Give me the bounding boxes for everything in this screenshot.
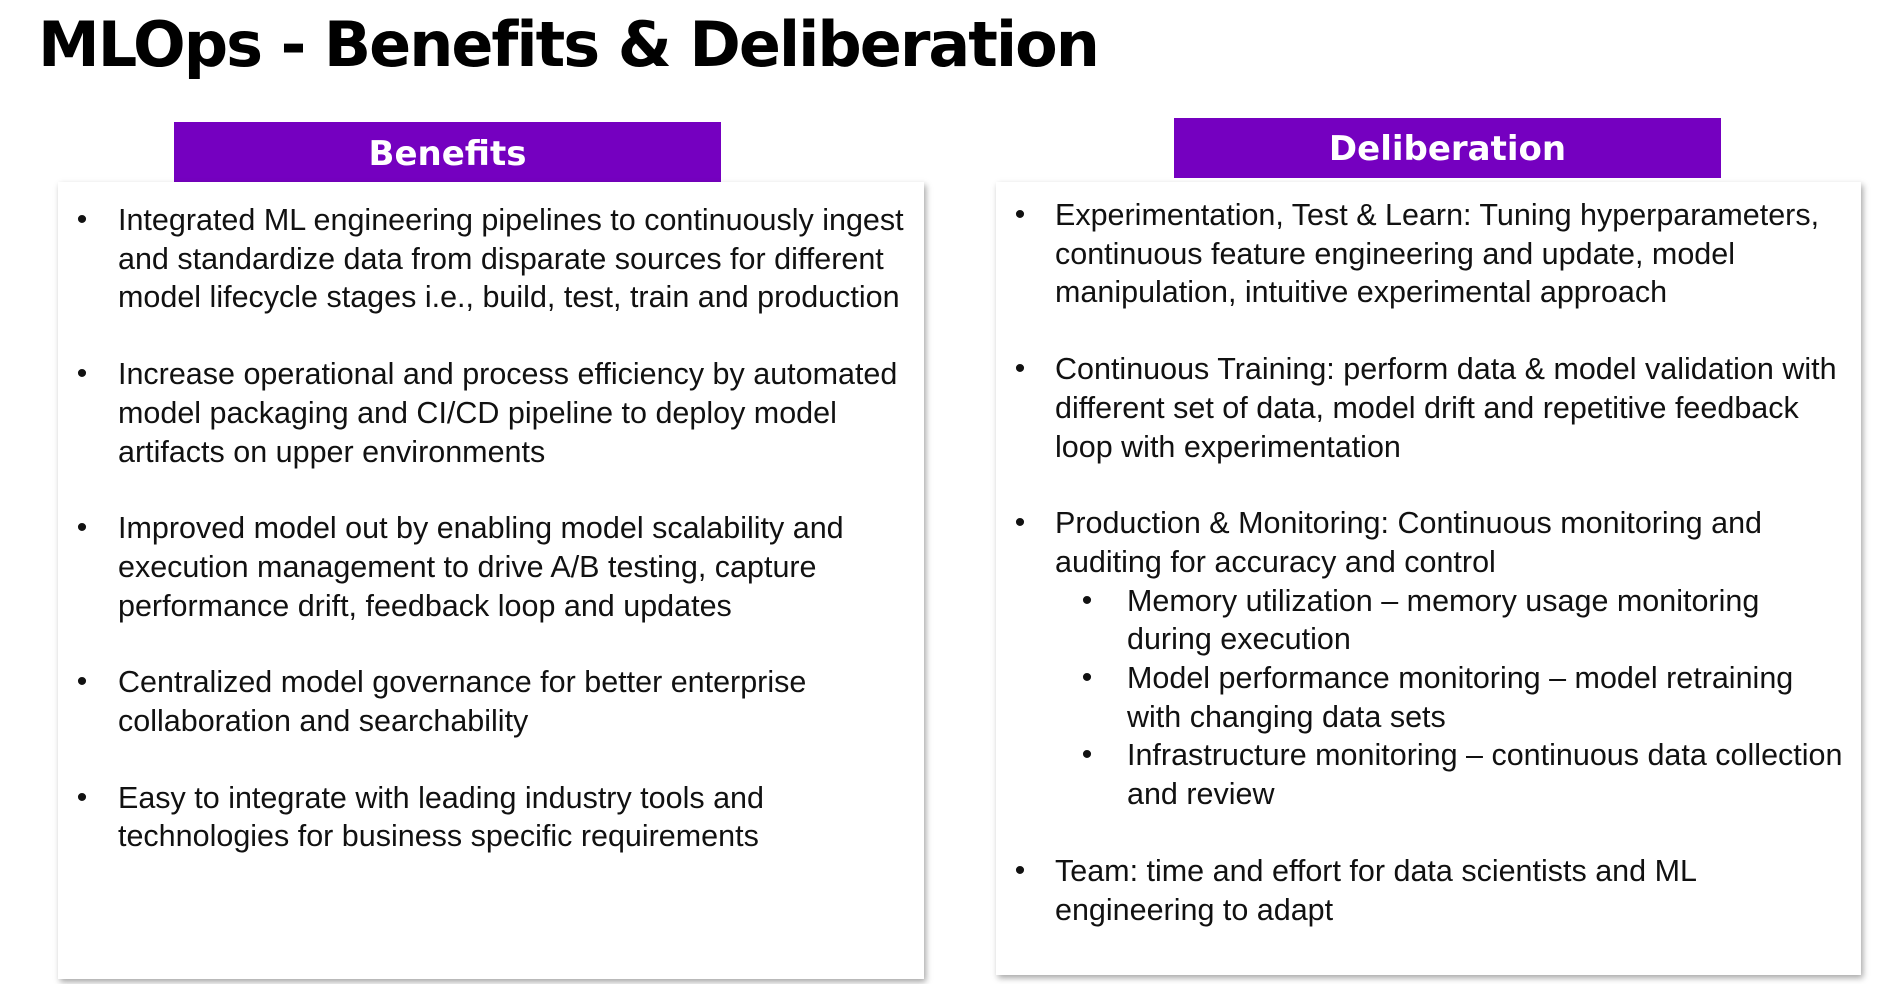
bullet-icon: • — [76, 665, 88, 699]
benefit-item: • Easy to integrate with leading industry… — [58, 779, 924, 856]
bullet-icon: • — [76, 780, 88, 814]
benefit-item: • Increase operational and process effici… — [58, 355, 924, 471]
benefit-item: • Integrated ML engineering pipelines to … — [58, 201, 924, 317]
deliberation-header: Deliberation — [1174, 118, 1721, 178]
deliberation-item: • Experimentation, Test & Learn: Tuning h… — [996, 196, 1861, 312]
bullet-icon: • — [76, 203, 88, 236]
deliberation-item: • Production & Monitoring: Continuous mon… — [996, 504, 1861, 814]
bullet-icon: • — [1014, 506, 1026, 540]
benefit-text: Easy to integrate with leading industry … — [118, 780, 764, 854]
sub-bullet-icon: • — [1081, 583, 1093, 617]
monitoring-subitem: • Model performance monitoring – model re… — [1055, 659, 1847, 736]
deliberation-text: Experimentation, Test & Learn: Tuning hy… — [1055, 198, 1820, 310]
benefits-header: Benefits — [174, 122, 721, 182]
benefit-item: • Centralized model governance for better… — [58, 663, 924, 740]
monitoring-subitem: • Memory utilization – memory usage monit… — [1055, 582, 1847, 659]
monitoring-subitem: • Infrastructure monitoring – continuous … — [1055, 736, 1847, 813]
deliberation-text: Team: time and effort for data scientist… — [1055, 853, 1696, 927]
deliberation-text: Continuous Training: perform data & mode… — [1055, 352, 1837, 464]
bullet-icon: • — [1014, 198, 1026, 231]
bullet-icon: • — [1014, 352, 1026, 386]
page-title: MLOps - Benefits & Deliberation — [38, 8, 1100, 81]
benefits-panel: • Integrated ML engineering pipelines to … — [58, 182, 924, 979]
monitoring-subitem-text: Memory utilization – memory usage monito… — [1127, 583, 1760, 657]
sub-bullet-icon: • — [1081, 661, 1093, 695]
deliberation-list: • Experimentation, Test & Learn: Tuning h… — [996, 196, 1861, 967]
deliberation-panel: • Experimentation, Test & Learn: Tuning h… — [996, 182, 1861, 975]
deliberation-text: Production & Monitoring: Continuous moni… — [1055, 506, 1762, 579]
benefit-text: Centralized model governance for better … — [118, 665, 807, 739]
bullet-icon: • — [76, 511, 88, 545]
benefit-text: Improved model out by enabling model sca… — [118, 511, 844, 623]
deliberation-item: • Team: time and effort for data scientis… — [996, 852, 1861, 929]
monitoring-subitem-text: Infrastructure monitoring – continuous d… — [1127, 738, 1843, 812]
benefit-text: Increase operational and process efficie… — [118, 357, 898, 469]
monitoring-subitem-text: Model performance monitoring – model ret… — [1127, 661, 1794, 734]
monitoring-sublist: • Memory utilization – memory usage monit… — [1055, 582, 1847, 814]
bullet-icon: • — [76, 357, 88, 391]
benefit-text: Integrated ML engineering pipelines to c… — [118, 203, 904, 315]
benefit-item: • Improved model out by enabling model sc… — [58, 509, 924, 625]
deliberation-item: • Continuous Training: perform data & mod… — [996, 350, 1861, 466]
benefits-list: • Integrated ML engineering pipelines to … — [58, 201, 924, 894]
sub-bullet-icon: • — [1081, 738, 1093, 772]
bullet-icon: • — [1014, 853, 1026, 887]
